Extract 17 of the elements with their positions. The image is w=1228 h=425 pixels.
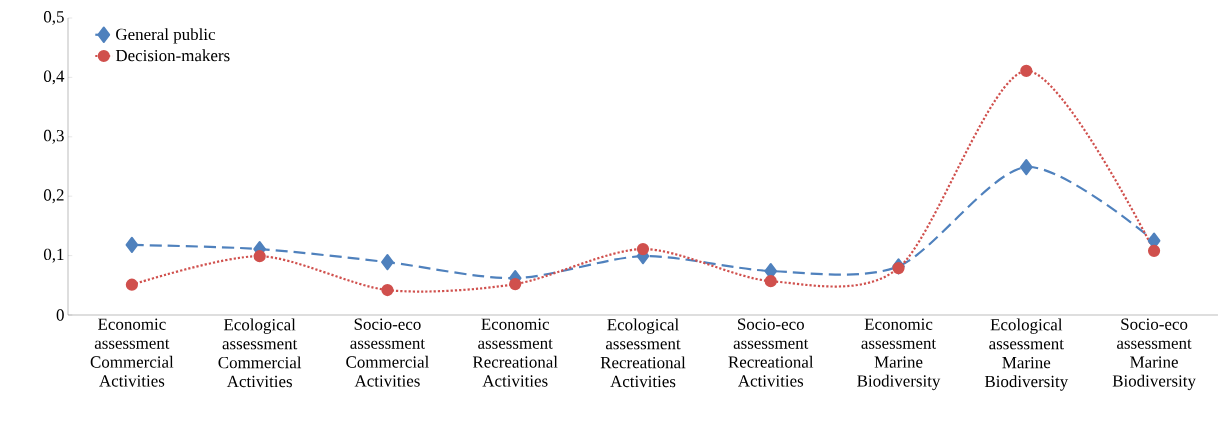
x-tick-label: Ecological assessment Marine Biodiversity — [984, 318, 1069, 391]
y-tick-label: 0 — [56, 309, 64, 321]
x-tick-label: Socio-eco assessment Recreational Activities — [728, 318, 814, 387]
y-tick-label: 0,4 — [43, 70, 65, 85]
x-tick-label: Economic assessment Marine Biodiversity — [857, 318, 941, 391]
x-tick-label: Economic assessment Recreational Activities — [472, 318, 558, 387]
legend-label: Decision-makers — [115, 49, 230, 62]
y-tick-label: 0,3 — [43, 129, 64, 144]
y-tick-label: 0,1 — [43, 248, 64, 263]
x-tick-label: Ecological assessment Commercial Activities — [218, 318, 302, 388]
x-tick-label: Socio-eco assessment Commercial Activities — [346, 318, 429, 387]
y-tick-label: 0,2 — [43, 189, 64, 204]
x-tick-label: Ecological assessment Recreational Activities — [600, 318, 686, 388]
y-tick-label: 0,5 — [43, 11, 64, 25]
x-tick-label: Socio-eco assessment Marine Biodiversity — [1112, 318, 1196, 391]
x-tick-label: Economic assessment Commercial Activities — [90, 318, 174, 387]
legend-label: General public — [116, 28, 216, 44]
